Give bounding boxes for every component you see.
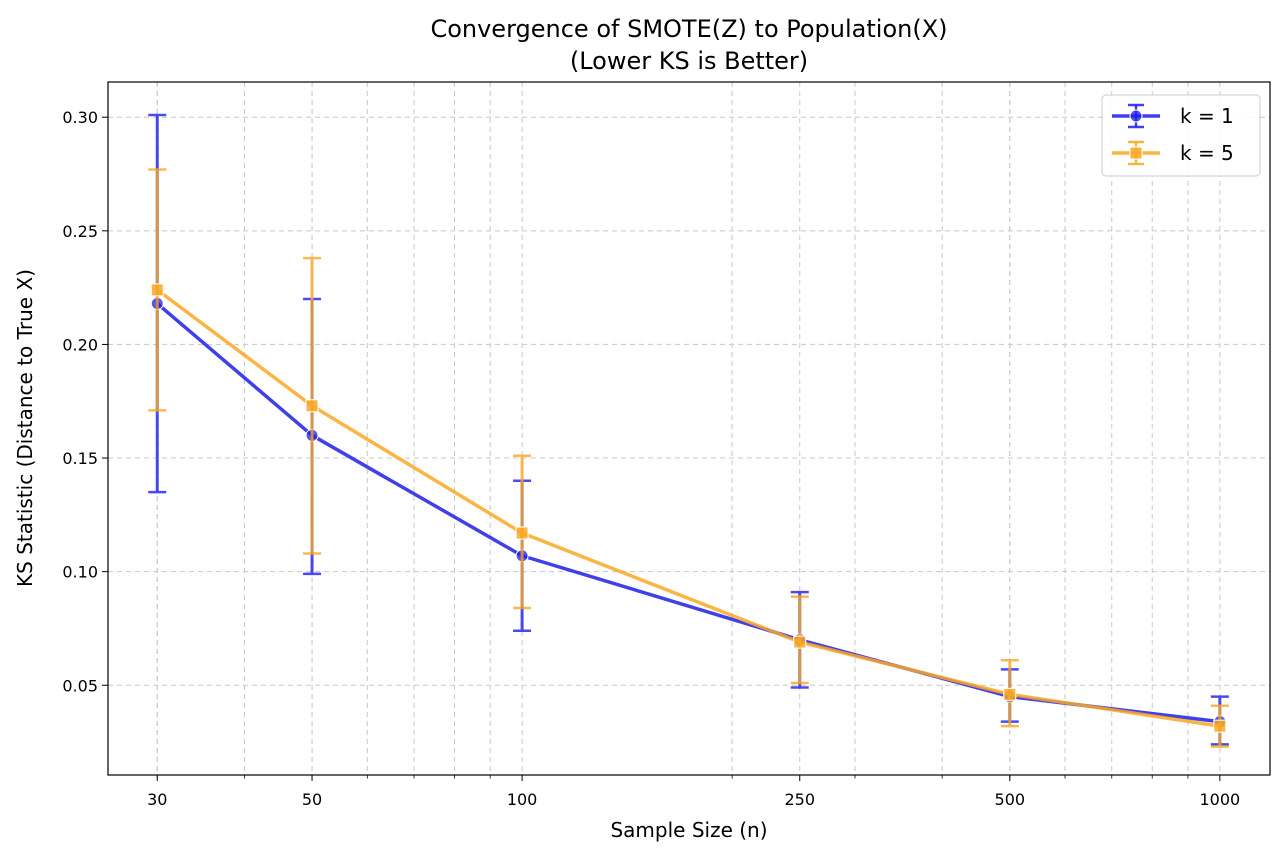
legend-label: k = 5 [1180, 141, 1234, 165]
grid-layer [108, 82, 1270, 775]
legend-label: k = 1 [1180, 104, 1234, 128]
series-2 [148, 168, 1229, 748]
x-tick-label: 250 [784, 790, 815, 809]
chart-title: Convergence of SMOTE(Z) to Population(X) [430, 15, 947, 43]
y-tick-label: 0.25 [62, 222, 98, 241]
x-tick-label: 100 [507, 790, 538, 809]
x-tick-label: 50 [302, 790, 322, 809]
x-tick-label: 1000 [1199, 790, 1240, 809]
data-point [793, 635, 807, 649]
legend: k = 1 k = 5 [1101, 94, 1261, 177]
series-layer [148, 113, 1229, 748]
x-axis-label: Sample Size (n) [610, 818, 767, 842]
x-tick-label: 30 [147, 790, 167, 809]
axis-layer: 30 50 100 250 500 1000 0.05 0.10 0.15 0.20 0.25 0.3… [62, 108, 1240, 809]
y-tick-label: 0.10 [62, 563, 98, 582]
y-tick-label: 0.15 [62, 449, 98, 468]
legend-marker [1129, 146, 1143, 160]
data-point [1213, 719, 1227, 733]
series-line [156, 288, 1221, 728]
legend-marker [1129, 109, 1143, 123]
legend-entry: k = 5 [1112, 140, 1234, 166]
series-line [156, 302, 1221, 724]
y-axis-label: KS Statistic (Distance to True X) [13, 269, 37, 587]
y-tick-label: 0.20 [62, 335, 98, 354]
data-point [1003, 687, 1017, 701]
legend-entry: k = 1 [1112, 103, 1234, 129]
x-tick-label: 500 [995, 790, 1026, 809]
y-tick-label: 0.30 [62, 108, 98, 127]
data-point [515, 526, 529, 540]
data-point [305, 399, 319, 413]
y-tick-label: 0.05 [62, 676, 98, 695]
series-1 [148, 113, 1229, 746]
data-point [150, 283, 164, 297]
plot-frame [107, 81, 1271, 776]
chart-subtitle: (Lower KS is Better) [570, 47, 808, 75]
